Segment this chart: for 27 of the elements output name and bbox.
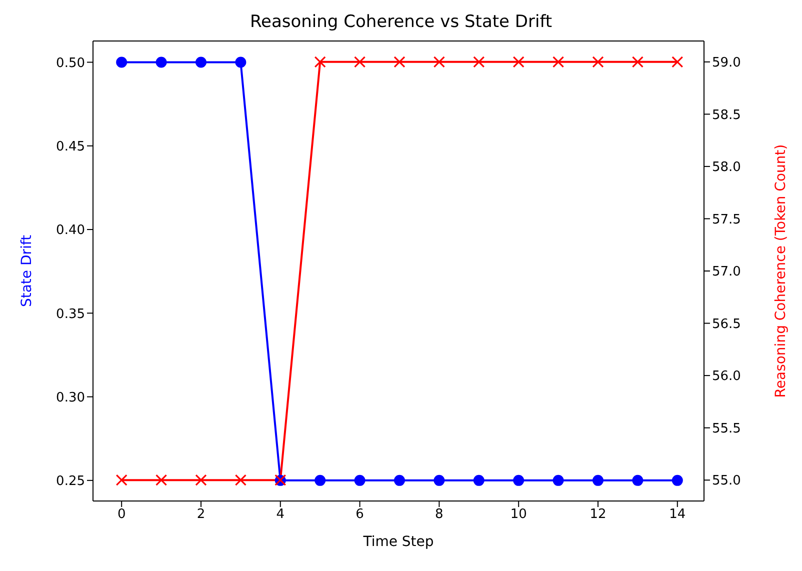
- y-tick-label: 0.40: [56, 223, 85, 238]
- x-tick-label: 2: [196, 507, 206, 522]
- x-tick-label: 8: [435, 507, 444, 522]
- x-tick-label: 4: [276, 507, 285, 522]
- y-tick-label: 0.45: [56, 139, 85, 154]
- y-tick-label: 0.50: [56, 56, 85, 71]
- x-tick-label: 12: [590, 507, 606, 522]
- y2-axis-title: Reasoning Coherence (Token Count): [772, 144, 789, 398]
- y2-tick-label: 57.0: [712, 264, 741, 280]
- y2-tick-label: 59.0: [712, 56, 741, 71]
- x-tick-label: 0: [117, 507, 126, 522]
- y-axis-title: State Drift: [18, 234, 35, 308]
- y-tick-label: 0.30: [56, 390, 85, 406]
- y2-tick-label: 55.5: [712, 421, 741, 436]
- y-tick-label: 0.25: [56, 474, 85, 490]
- y2-tick-label: 58.5: [712, 108, 741, 123]
- y2-tick-label: 58.0: [712, 160, 741, 176]
- x-tick-label: 6: [356, 507, 364, 522]
- y2-tick-label: 57.5: [712, 212, 741, 228]
- y-tick-label: 0.35: [56, 306, 85, 322]
- x-axis-title: Time Step: [362, 534, 434, 550]
- y2-tick-label: 56.0: [712, 369, 741, 384]
- y2-tick-label: 55.0: [712, 474, 741, 489]
- x-tick-label: 14: [669, 507, 686, 522]
- chart-title: Reasoning Coherence vs State Drift: [248, 11, 554, 34]
- x-tick-label: 10: [510, 507, 527, 522]
- y2-tick-label: 56.5: [712, 316, 741, 332]
